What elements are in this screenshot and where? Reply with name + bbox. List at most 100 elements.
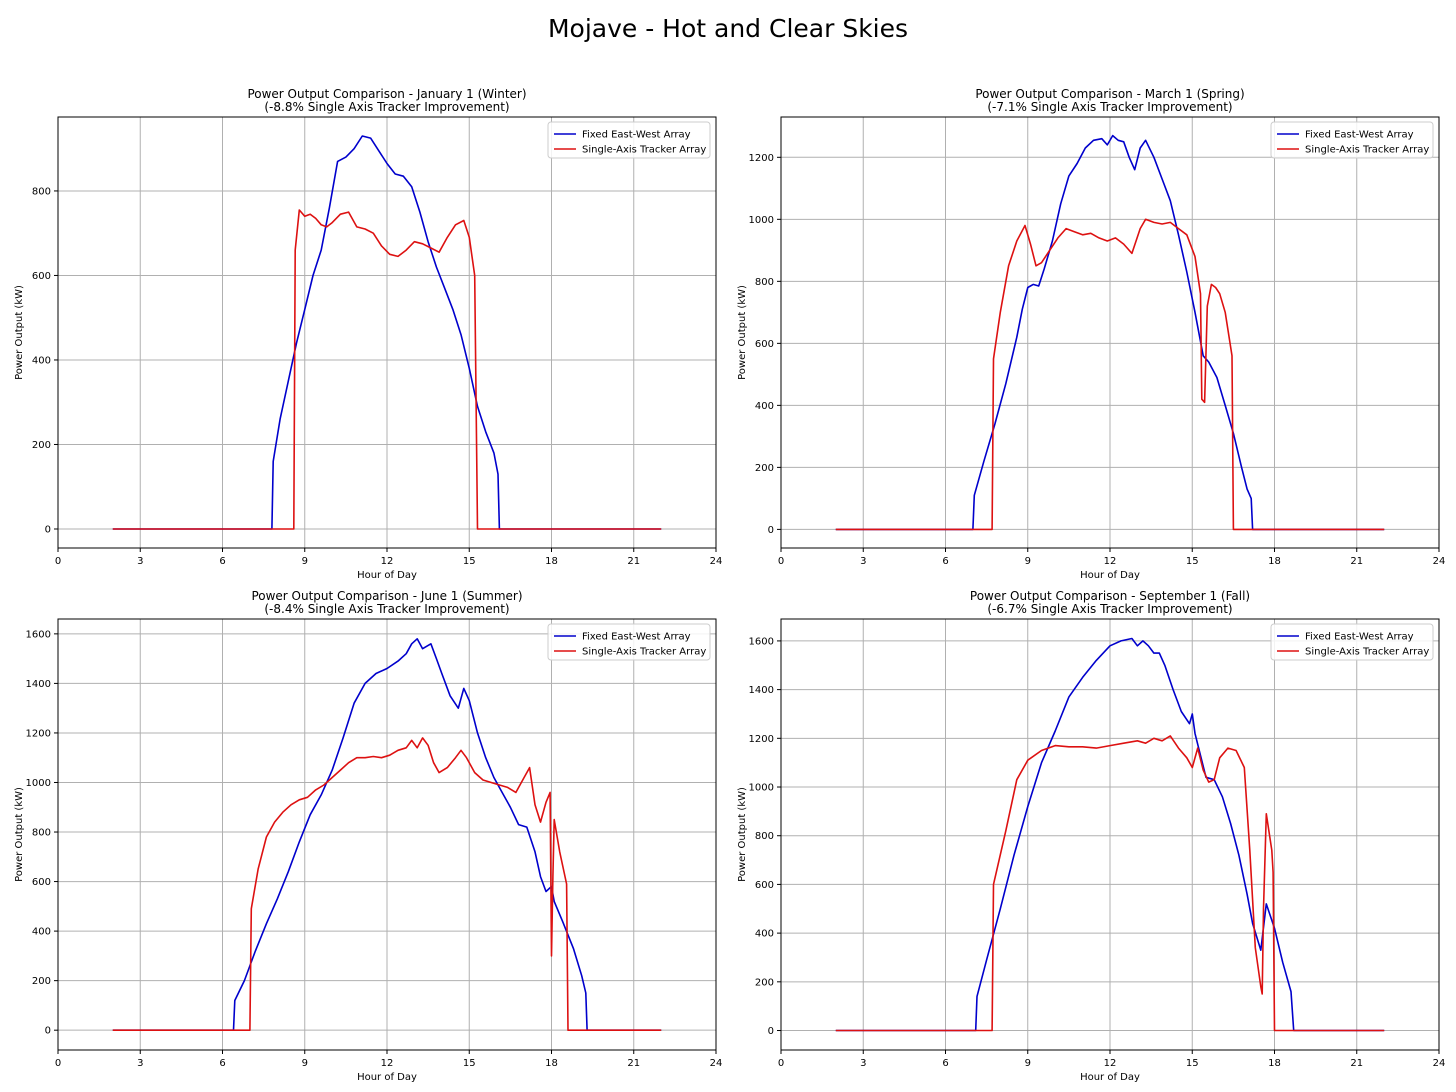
y-tick-label: 1200 (749, 734, 774, 745)
series-line-fixed (112, 637, 662, 1031)
series-line-fixed (835, 134, 1385, 531)
y-tick-label: 1000 (749, 215, 774, 226)
x-tick-label: 6 (219, 556, 225, 567)
x-tick-label: 0 (55, 556, 61, 567)
y-tick-label: 0 (768, 525, 774, 536)
legend-label: Fixed East-West Array (582, 130, 691, 141)
legend: Fixed East-West Array Single-Axis Tracker… (547, 121, 711, 159)
y-tick-label: 0 (45, 524, 51, 535)
x-axis-label: Hour of Day (1080, 1072, 1140, 1083)
legend-box (547, 623, 711, 661)
y-tick-label: 400 (32, 355, 51, 366)
x-tick-label: 0 (778, 1058, 784, 1069)
legend-box (1270, 623, 1434, 661)
x-tick-label: 21 (627, 1058, 640, 1069)
chart-title: Power Output Comparison - June 1 (Summer… (251, 589, 522, 603)
legend: Fixed East-West Array Single-Axis Tracker… (547, 623, 711, 661)
x-tick-label: 6 (219, 1058, 225, 1069)
y-tick-label: 1000 (749, 783, 774, 794)
y-tick-label: 400 (755, 401, 774, 412)
chart-subtitle: (-8.8% Single Axis Tracker Improvement) (264, 100, 509, 114)
x-tick-label: 24 (1433, 1058, 1446, 1069)
chart-panel-2: 0 3 6 9 12 15 18 21 24 0 200 400 600 800 1000 1200 Power… (737, 87, 1445, 581)
x-tick-label: 3 (860, 1058, 866, 1069)
chart-title: Power Output Comparison - January 1 (Win… (247, 87, 526, 101)
y-tick-label: 400 (755, 929, 774, 940)
x-tick-label: 3 (860, 556, 866, 567)
figure-title: Mojave - Hot and Clear Skies (547, 14, 909, 43)
x-axis-label: Hour of Day (1080, 570, 1140, 581)
legend-label: Single-Axis Tracker Array (1305, 145, 1429, 156)
y-tick-label: 600 (755, 339, 774, 350)
y-tick-label: 800 (32, 828, 51, 839)
legend-label: Fixed East-West Array (1305, 130, 1414, 141)
x-tick-label: 24 (1433, 556, 1446, 567)
y-tick-label: 1200 (26, 728, 51, 739)
chart-subtitle: (-7.1% Single Axis Tracker Improvement) (987, 100, 1232, 114)
chart-title: Power Output Comparison - March 1 (Sprin… (975, 87, 1244, 101)
chart-subtitle: (-8.4% Single Axis Tracker Improvement) (264, 602, 509, 616)
y-tick-label: 1200 (749, 153, 774, 164)
series-line-tracker (835, 218, 1385, 531)
series-line-fixed (112, 135, 662, 530)
legend: Fixed East-West Array Single-Axis Tracker… (1270, 623, 1434, 661)
y-tick-label: 1600 (749, 636, 774, 647)
legend-label: Single-Axis Tracker Array (1305, 647, 1429, 658)
series-line-tracker (835, 735, 1385, 1032)
x-tick-label: 21 (1350, 556, 1363, 567)
x-tick-label: 0 (778, 556, 784, 567)
y-tick-label: 1400 (26, 679, 51, 690)
series-line-tracker (112, 209, 662, 530)
legend-box (1270, 121, 1434, 159)
x-tick-label: 6 (942, 556, 948, 567)
y-tick-label: 200 (755, 463, 774, 474)
y-tick-label: 200 (32, 440, 51, 451)
x-tick-label: 15 (1186, 556, 1199, 567)
y-tick-label: 0 (768, 1026, 774, 1037)
x-axis-label: Hour of Day (357, 1072, 417, 1083)
x-tick-label: 12 (1104, 1058, 1117, 1069)
y-tick-label: 400 (32, 927, 51, 938)
x-tick-label: 18 (1268, 1058, 1281, 1069)
y-axis-label: Power Output (kW) (14, 285, 25, 380)
y-tick-label: 800 (755, 831, 774, 842)
y-axis-label: Power Output (kW) (14, 787, 25, 882)
x-tick-label: 6 (942, 1058, 948, 1069)
y-tick-label: 600 (755, 880, 774, 891)
x-tick-label: 24 (710, 556, 723, 567)
chart-title: Power Output Comparison - September 1 (F… (970, 589, 1250, 603)
y-tick-label: 800 (755, 277, 774, 288)
chart-panel-4: 0 3 6 9 12 15 18 21 24 0 200 400 600 800 1000 1200 1400 1… (737, 589, 1445, 1083)
x-axis-label: Hour of Day (357, 570, 417, 581)
x-tick-label: 3 (137, 1058, 143, 1069)
series-line-fixed (835, 637, 1385, 1032)
x-tick-label: 12 (1104, 556, 1117, 567)
y-tick-label: 200 (755, 977, 774, 988)
y-tick-label: 1400 (749, 685, 774, 696)
x-tick-label: 18 (545, 556, 558, 567)
x-tick-label: 12 (381, 556, 394, 567)
x-tick-label: 18 (545, 1058, 558, 1069)
x-tick-label: 3 (137, 556, 143, 567)
x-tick-label: 15 (1186, 1058, 1199, 1069)
x-tick-label: 9 (1025, 1058, 1031, 1069)
y-tick-label: 0 (45, 1026, 51, 1037)
legend-label: Single-Axis Tracker Array (582, 647, 706, 658)
y-tick-label: 1600 (26, 629, 51, 640)
x-tick-label: 9 (302, 1058, 308, 1069)
x-tick-label: 9 (302, 556, 308, 567)
x-tick-label: 9 (1025, 556, 1031, 567)
y-axis-label: Power Output (kW) (737, 285, 748, 380)
x-tick-label: 15 (463, 1058, 476, 1069)
x-tick-label: 15 (463, 556, 476, 567)
x-tick-label: 18 (1268, 556, 1281, 567)
x-tick-label: 21 (1350, 1058, 1363, 1069)
y-axis-label: Power Output (kW) (737, 787, 748, 882)
y-tick-label: 200 (32, 976, 51, 987)
y-tick-label: 1000 (26, 778, 51, 789)
x-tick-label: 21 (627, 556, 640, 567)
x-tick-label: 0 (55, 1058, 61, 1069)
y-tick-label: 600 (32, 877, 51, 888)
x-tick-label: 12 (381, 1058, 394, 1069)
